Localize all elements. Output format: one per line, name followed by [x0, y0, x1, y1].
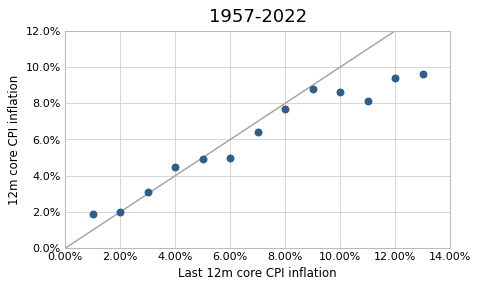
Point — [89, 212, 96, 216]
Point — [254, 130, 262, 134]
Y-axis label: 12m core CPI inflation: 12m core CPI inflation — [8, 74, 21, 205]
Point — [419, 72, 427, 77]
Point — [392, 75, 399, 80]
X-axis label: Last 12m core CPI inflation: Last 12m core CPI inflation — [179, 267, 337, 280]
Title: 1957-2022: 1957-2022 — [209, 8, 307, 26]
Point — [227, 155, 234, 160]
Point — [309, 86, 317, 91]
Point — [336, 90, 344, 95]
Point — [281, 106, 289, 111]
Point — [116, 210, 124, 214]
Point — [144, 190, 152, 194]
Point — [171, 164, 179, 169]
Point — [364, 99, 372, 104]
Point — [199, 157, 206, 162]
